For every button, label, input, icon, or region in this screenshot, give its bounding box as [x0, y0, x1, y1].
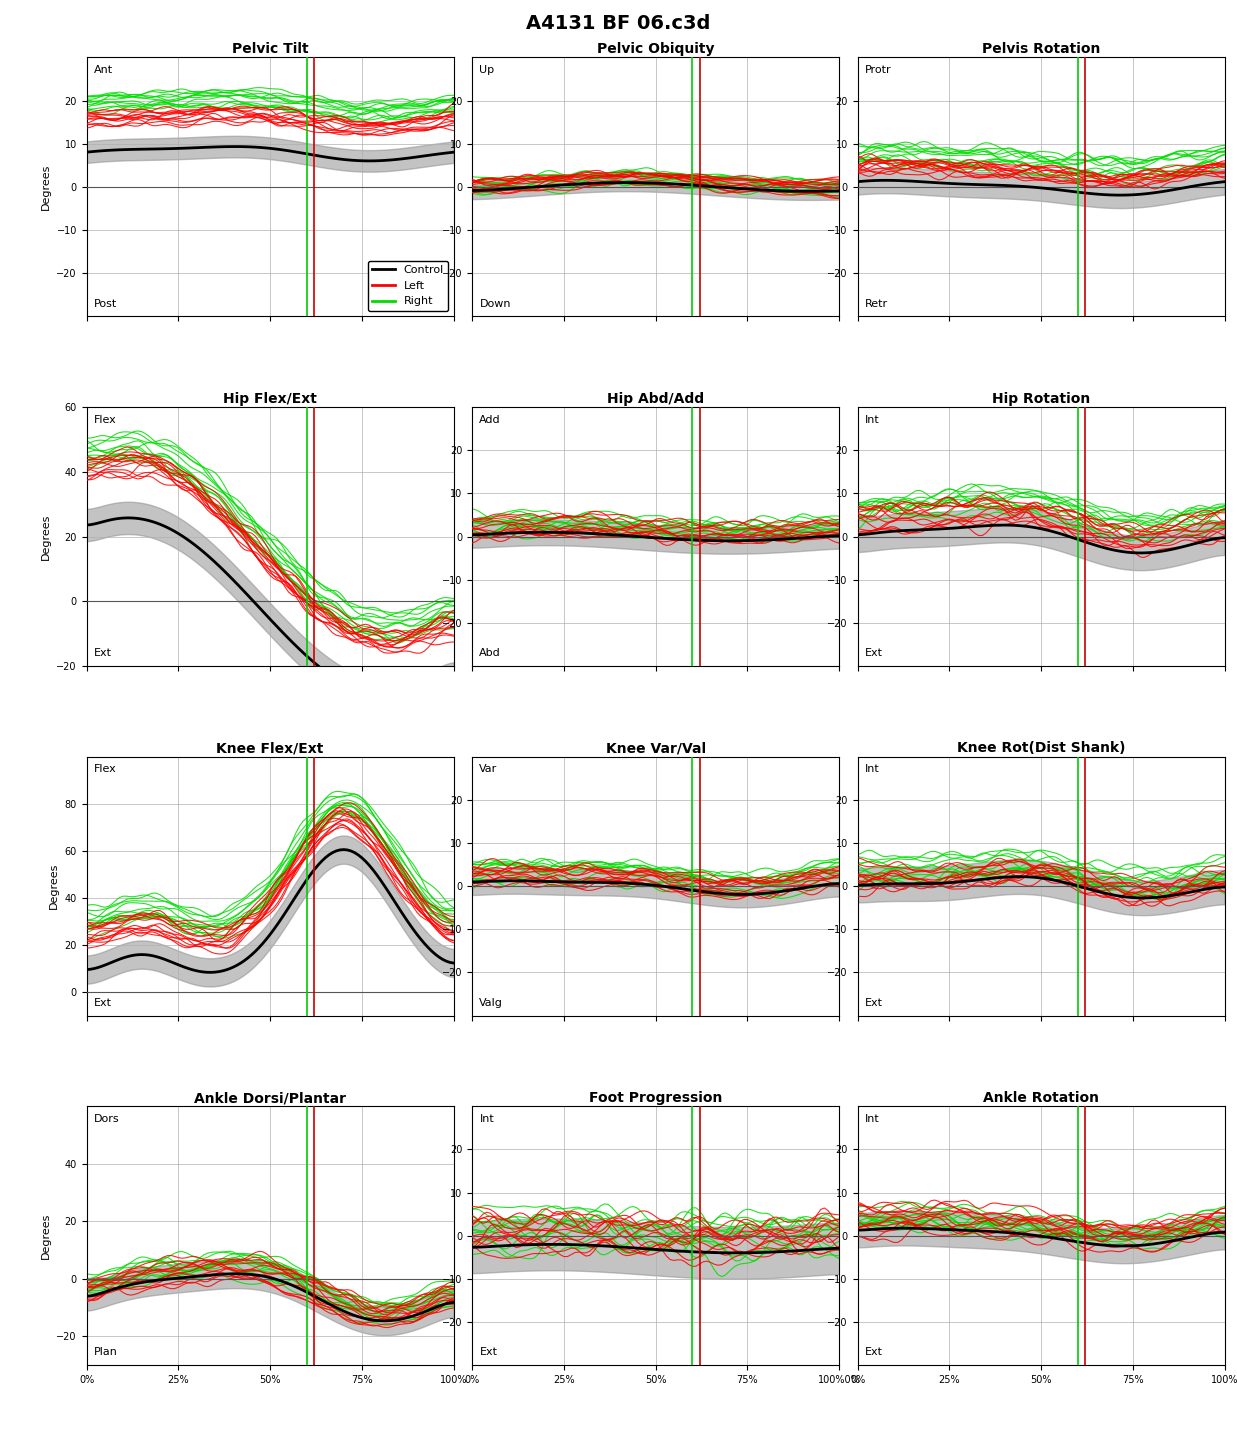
Legend: Control, Left, Right: Control, Left, Right — [367, 262, 448, 310]
Y-axis label: Degrees: Degrees — [41, 513, 51, 560]
Text: Ext: Ext — [480, 1348, 497, 1358]
Y-axis label: Degrees: Degrees — [49, 862, 59, 910]
Text: Flex: Flex — [94, 764, 116, 775]
Title: Knee Rot(Dist Shank): Knee Rot(Dist Shank) — [957, 741, 1126, 756]
Text: A4131 BF 06.c3d: A4131 BF 06.c3d — [526, 14, 711, 33]
Title: Hip Abd/Add: Hip Abd/Add — [607, 392, 704, 405]
Text: Int: Int — [865, 415, 880, 425]
Text: Ant: Ant — [94, 65, 113, 75]
Text: Down: Down — [480, 299, 511, 309]
Text: Ext: Ext — [94, 648, 111, 658]
Title: Ankle Dorsi/Plantar: Ankle Dorsi/Plantar — [194, 1091, 346, 1105]
Text: Int: Int — [865, 764, 880, 775]
Title: Hip Flex/Ext: Hip Flex/Ext — [223, 392, 317, 405]
Title: Hip Rotation: Hip Rotation — [992, 392, 1090, 405]
Title: Knee Var/Val: Knee Var/Val — [606, 741, 705, 756]
Text: Var: Var — [480, 764, 497, 775]
Text: Plan: Plan — [94, 1348, 118, 1358]
Text: Up: Up — [480, 65, 495, 75]
Title: Ankle Rotation: Ankle Rotation — [983, 1091, 1100, 1105]
Text: Ext: Ext — [94, 997, 111, 1007]
Text: Ext: Ext — [865, 648, 883, 658]
Text: Ext: Ext — [865, 1348, 883, 1358]
Y-axis label: Degrees: Degrees — [41, 164, 51, 210]
Text: Add: Add — [480, 415, 501, 425]
Title: Foot Progression: Foot Progression — [589, 1091, 722, 1105]
Text: Post: Post — [94, 299, 118, 309]
Text: Ext: Ext — [865, 997, 883, 1007]
Text: Valg: Valg — [480, 997, 503, 1007]
Text: Flex: Flex — [94, 415, 116, 425]
Text: Retr: Retr — [865, 299, 888, 309]
Text: Protr: Protr — [865, 65, 892, 75]
Title: Pelvic Tilt: Pelvic Tilt — [231, 42, 308, 56]
Title: Pelvic Obiquity: Pelvic Obiquity — [597, 42, 714, 56]
Text: Dors: Dors — [94, 1114, 120, 1124]
Text: Int: Int — [865, 1114, 880, 1124]
Text: Abd: Abd — [480, 648, 501, 658]
Text: Int: Int — [480, 1114, 494, 1124]
Title: Pelvis Rotation: Pelvis Rotation — [982, 42, 1100, 56]
Title: Knee Flex/Ext: Knee Flex/Ext — [216, 741, 324, 756]
Y-axis label: Degrees: Degrees — [41, 1213, 51, 1259]
